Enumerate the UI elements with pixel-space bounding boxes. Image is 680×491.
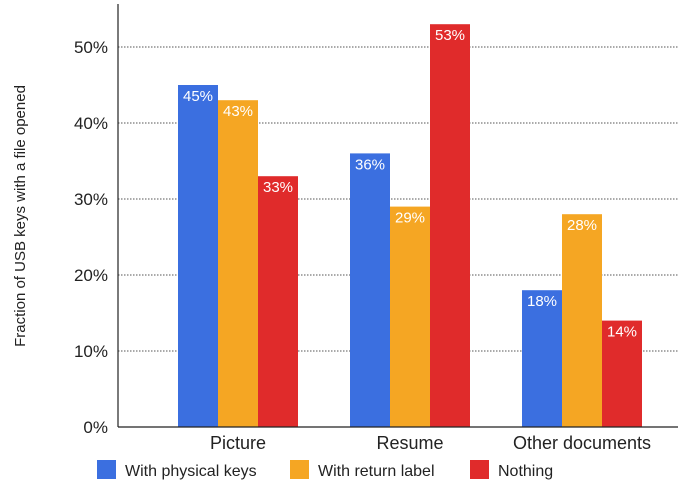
y-tick-label: 50% [74,38,108,57]
y-axis-label: Fraction of USB keys with a file opened [12,85,29,347]
data-label: 53% [435,27,465,44]
bar [522,290,562,427]
axes: 0% 10% 20% 30% 40% 50% Picture Resume Other docu… [74,4,678,453]
data-label: 43% [223,103,253,120]
x-tick-label: Picture [210,433,266,453]
bar [390,206,430,427]
bar [562,214,602,427]
bar [430,24,470,427]
data-label: 36% [355,156,385,173]
bar [602,320,642,427]
y-tick-label: 40% [74,114,108,133]
data-label: 14% [607,324,637,341]
legend: With physical keys With return label Nothi… [97,460,553,480]
bar [350,153,390,427]
data-label: 45% [183,88,213,105]
y-tick-label: 30% [74,190,108,209]
bar [218,100,258,427]
bar [258,176,298,427]
bars: 45% 43% 33% 36% 29% 53% 18% 28% 14% [178,24,642,427]
legend-swatch [290,460,309,479]
y-tick-label: 10% [74,342,108,361]
data-label: 29% [395,210,425,227]
y-tick-label: 20% [74,266,108,285]
legend-entry: With return label [318,463,435,480]
legend-swatch [97,460,116,479]
data-label: 18% [527,293,557,310]
data-label: 28% [567,217,597,234]
bar [178,85,218,427]
x-tick-label: Other documents [513,433,651,453]
data-label: 33% [263,179,293,196]
legend-entry: Nothing [498,463,553,480]
y-tick-label: 0% [83,418,108,437]
x-tick-label: Resume [376,433,443,453]
legend-swatch [470,460,489,479]
legend-entry: With physical keys [125,463,257,480]
